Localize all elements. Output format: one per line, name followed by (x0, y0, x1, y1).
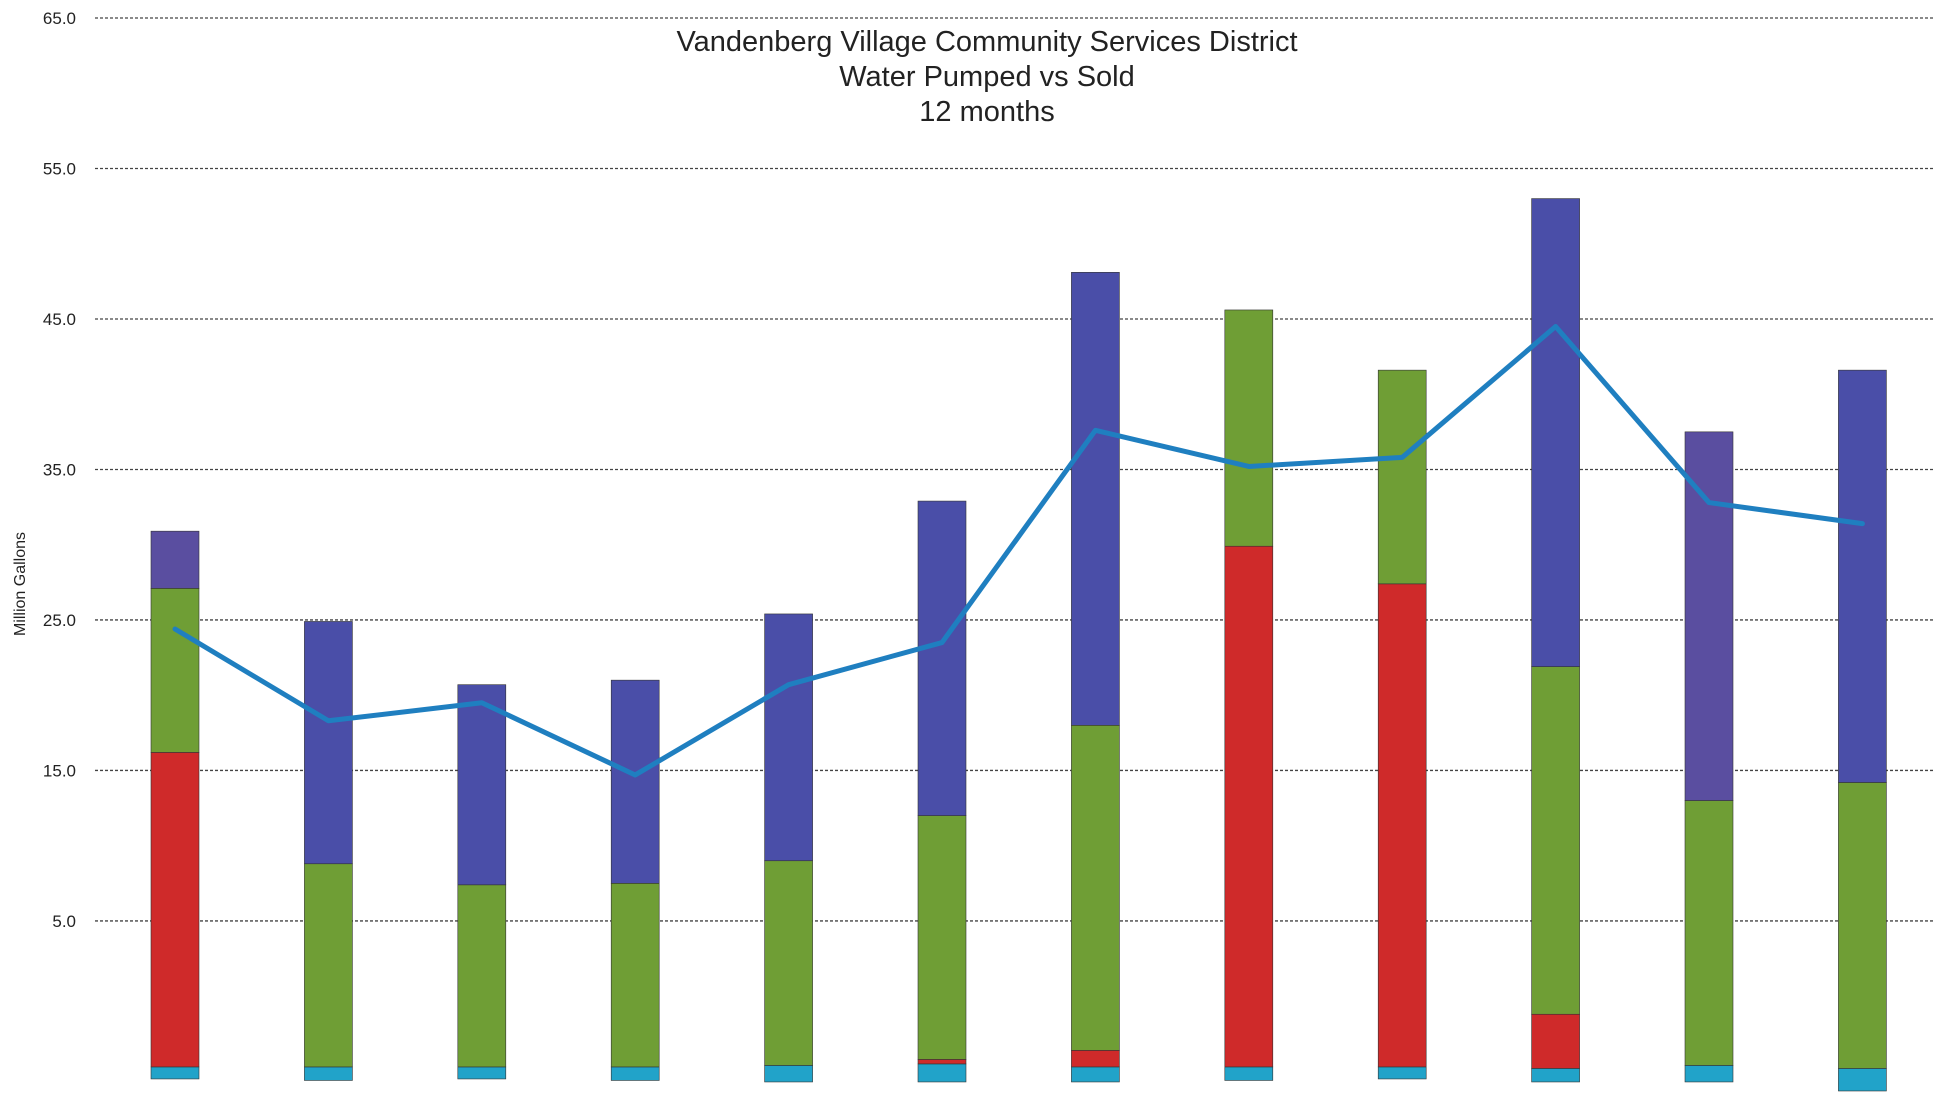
bar-segment (917, 500, 967, 816)
bar-segment (1224, 545, 1274, 1068)
bar-segment (1684, 1065, 1734, 1083)
bar-segment (1684, 800, 1734, 1066)
bar-segment (457, 1066, 507, 1080)
bar-segment (1377, 583, 1427, 1068)
y-tick-label: 15.0 (43, 761, 76, 780)
title-line-1: Vandenberg Village Community Services Di… (676, 26, 1297, 58)
bar-stack (917, 500, 967, 1083)
chart-title: Vandenberg Village Community Services Di… (676, 26, 1297, 128)
y-tick-label: 45.0 (43, 310, 76, 329)
y-tick-label: 35.0 (43, 460, 76, 479)
bar-segment (610, 883, 660, 1068)
bar-segment (1838, 782, 1887, 1069)
bar-segment (150, 588, 200, 753)
title-line-2: Water Pumped vs Sold (839, 61, 1135, 93)
bar-segment (150, 752, 200, 1068)
bar-segment (1071, 1066, 1120, 1083)
bar-segment (1531, 198, 1580, 667)
bar-segment (1838, 369, 1887, 783)
bar-stack (1531, 198, 1580, 1083)
bar-segment (304, 1066, 353, 1081)
bar-stack (1377, 369, 1427, 1080)
bar-segment (1224, 1066, 1274, 1081)
bar-segment (1224, 309, 1274, 547)
bar-segment (1071, 1050, 1120, 1068)
bar-segment (1377, 1066, 1427, 1080)
bar-segment (764, 1065, 813, 1083)
y-axis-ticks: 5.0 15.0 25.0 35.0 45.0 55.0 65.0 (43, 9, 76, 931)
bar-stack (150, 530, 200, 1080)
trend-line (172, 324, 1865, 778)
bar-segment (1531, 1068, 1580, 1083)
bar-segment (917, 815, 967, 1060)
bar-segment (917, 1063, 967, 1083)
bar-segment (1377, 369, 1427, 585)
bar-stack (457, 684, 507, 1080)
bar-segment (764, 613, 813, 862)
bar-segment (1071, 272, 1120, 726)
y-tick-label: 55.0 (43, 159, 76, 178)
bar-stack (1071, 272, 1120, 1083)
bars (150, 198, 1887, 1092)
y-tick-label: 65.0 (43, 9, 76, 28)
bar-segment (764, 860, 813, 1066)
y-axis-label: Million Gallons (12, 532, 29, 636)
bar-segment (304, 621, 353, 865)
y-tick-label: 5.0 (52, 912, 76, 931)
bar-segment (1531, 1013, 1580, 1069)
bar-segment (457, 884, 507, 1068)
bar-stack (764, 613, 813, 1083)
gridlines (95, 17, 1935, 922)
title-line-3: 12 months (919, 96, 1054, 128)
trend-series (172, 324, 1865, 778)
bar-segment (1531, 666, 1580, 1015)
bar-segment (150, 530, 200, 589)
bar-segment (610, 1066, 660, 1081)
bar-segment (1684, 431, 1734, 801)
bar-segment (917, 1059, 967, 1065)
bar-stack (1224, 309, 1274, 1081)
bar-stack (1684, 431, 1734, 1083)
bar-segment (150, 1066, 200, 1080)
y-tick-label: 25.0 (43, 611, 76, 630)
bar-segment (1838, 1068, 1887, 1092)
bar-segment (610, 679, 660, 884)
bar-stack (610, 679, 660, 1081)
bar-stack (1838, 369, 1887, 1092)
bar-segment (304, 863, 353, 1068)
bar-stack (304, 621, 353, 1081)
bar-segment (457, 684, 507, 886)
bar-segment (1071, 725, 1120, 1051)
